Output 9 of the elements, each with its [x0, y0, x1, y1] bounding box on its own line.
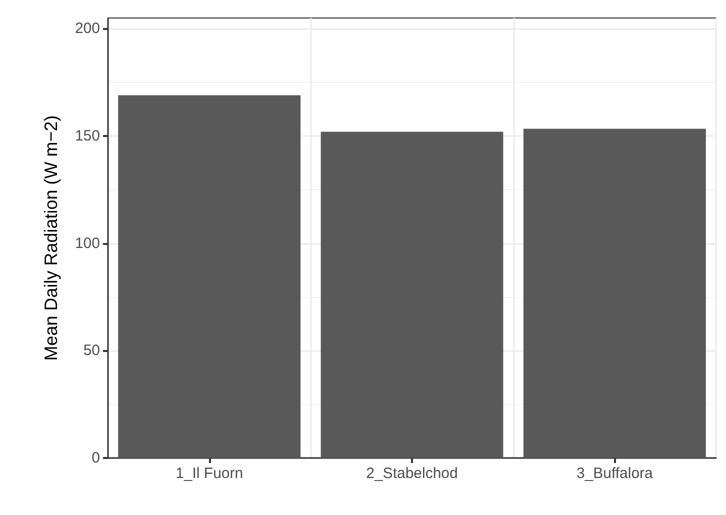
y-axis-title: Mean Daily Radiation (W m−2)	[41, 115, 61, 361]
y-tick-label: 150	[74, 128, 100, 145]
x-tick-label: 1_Il Fuorn	[176, 465, 244, 482]
y-tick-label: 100	[74, 234, 100, 252]
y-tick-label: 200	[74, 20, 100, 38]
y-tick-label: 0	[92, 450, 100, 466]
y-tick-label: 50	[83, 342, 100, 360]
x-tick-label: 2_Stabelchod	[366, 465, 458, 482]
x-tick-label: 3_Buffalora	[576, 465, 654, 482]
